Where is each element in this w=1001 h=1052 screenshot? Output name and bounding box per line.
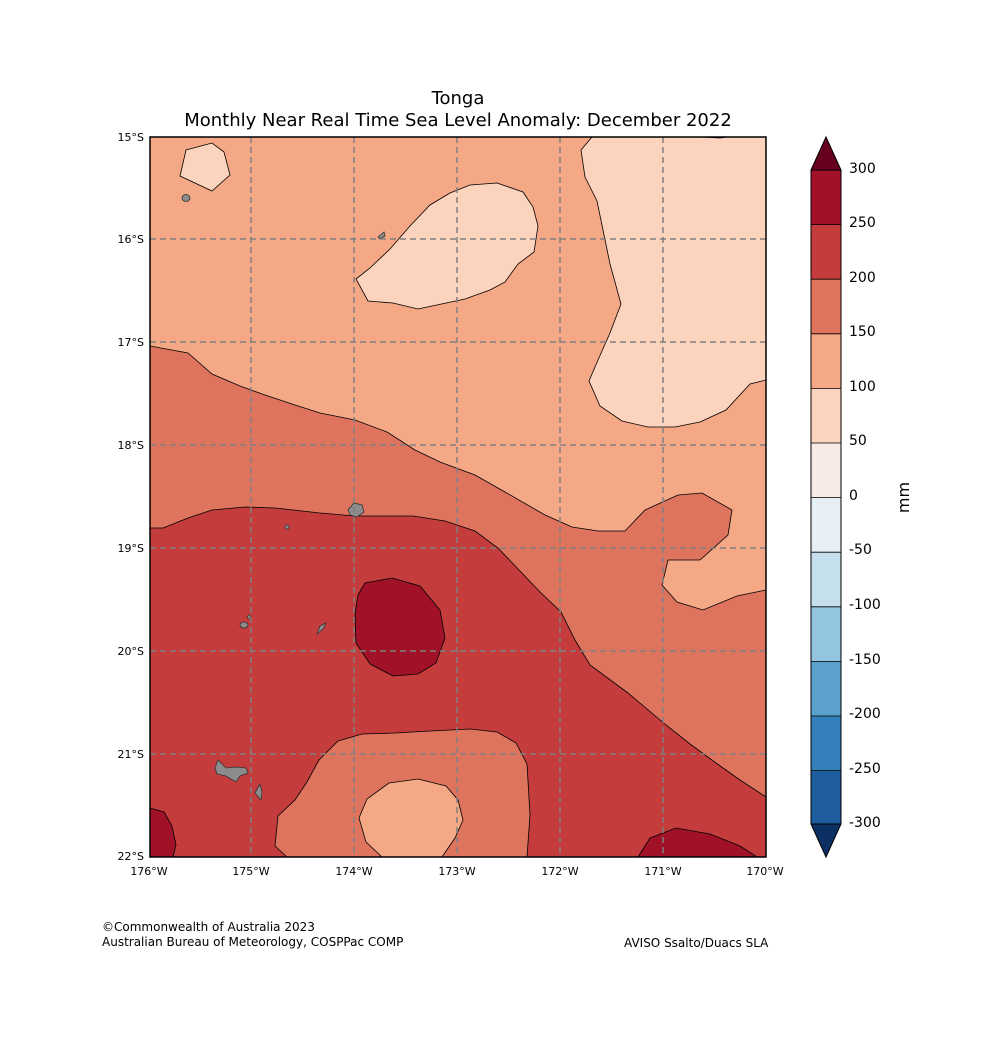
island — [316, 622, 327, 636]
colorbar-tick-label: -150 — [849, 652, 881, 668]
colorbar-tick-label: 200 — [849, 270, 876, 286]
colorbar-tick-label: 250 — [849, 215, 876, 231]
colorbar-tick-label: -100 — [849, 597, 881, 613]
island — [181, 194, 191, 202]
anomaly-100-150-region — [358, 778, 464, 857]
lat-label: 22°S — [117, 850, 144, 863]
lon-label: 172°W — [541, 865, 579, 878]
land-islands — [181, 194, 386, 801]
lon-label: 174°W — [335, 865, 373, 878]
colorbar — [810, 135, 842, 859]
lat-label: 16°S — [117, 233, 144, 246]
lat-label: 21°S — [117, 748, 144, 761]
colorbar-tick-label: -50 — [849, 542, 872, 558]
colorbar-under-triangle — [810, 823, 842, 859]
data-source-text: AVISO Ssalto/Duacs SLA — [624, 936, 769, 950]
colorbar-over-triangle — [810, 135, 842, 171]
lat-label: 20°S — [117, 645, 144, 658]
anomaly-250-300-region — [637, 827, 758, 857]
lat-label: 17°S — [117, 336, 144, 349]
copyright-text: ©Commonwealth of Australia 2023 — [102, 920, 315, 934]
anomaly-250-300-region — [150, 807, 177, 857]
lon-label: 170°W — [746, 865, 784, 878]
lat-label: 15°S — [117, 131, 144, 144]
anomaly-50-100-region — [179, 142, 231, 192]
map-frame — [149, 136, 767, 858]
organization-text: Australian Bureau of Meteorology, COSPPa… — [102, 935, 404, 949]
map-subtitle: Monthly Near Real Time Sea Level Anomaly… — [184, 110, 732, 131]
lon-label: 176°W — [130, 865, 168, 878]
anomaly-200-250-region — [150, 506, 766, 857]
island — [239, 621, 249, 629]
lon-label: 173°W — [438, 865, 476, 878]
colorbar-tick-label: 100 — [849, 379, 876, 395]
anomaly-50-100-region — [580, 137, 766, 428]
lat-label: 18°S — [117, 439, 144, 452]
colorbar-tick-label: 50 — [849, 433, 867, 449]
island — [284, 524, 290, 530]
colorbar-tick-label: 300 — [849, 161, 876, 177]
island — [377, 231, 386, 240]
colorbar-tick-label: -250 — [849, 761, 881, 777]
gridlines — [150, 137, 766, 857]
anomaly-50-100-region — [355, 182, 539, 310]
colorbar-unit-label: mm — [894, 481, 914, 514]
island — [247, 614, 251, 620]
colorbar-tick-label: -200 — [849, 706, 881, 722]
colorbar-tick-label: 0 — [849, 488, 858, 504]
lon-label: 175°W — [232, 865, 270, 878]
colorbar-tick-label: -300 — [849, 815, 881, 831]
colorbar-tick-label: 150 — [849, 324, 876, 340]
island — [254, 782, 263, 801]
island — [214, 759, 249, 783]
map-title: Tonga — [431, 88, 485, 109]
lat-label: 19°S — [117, 542, 144, 555]
lon-label: 171°W — [644, 865, 682, 878]
